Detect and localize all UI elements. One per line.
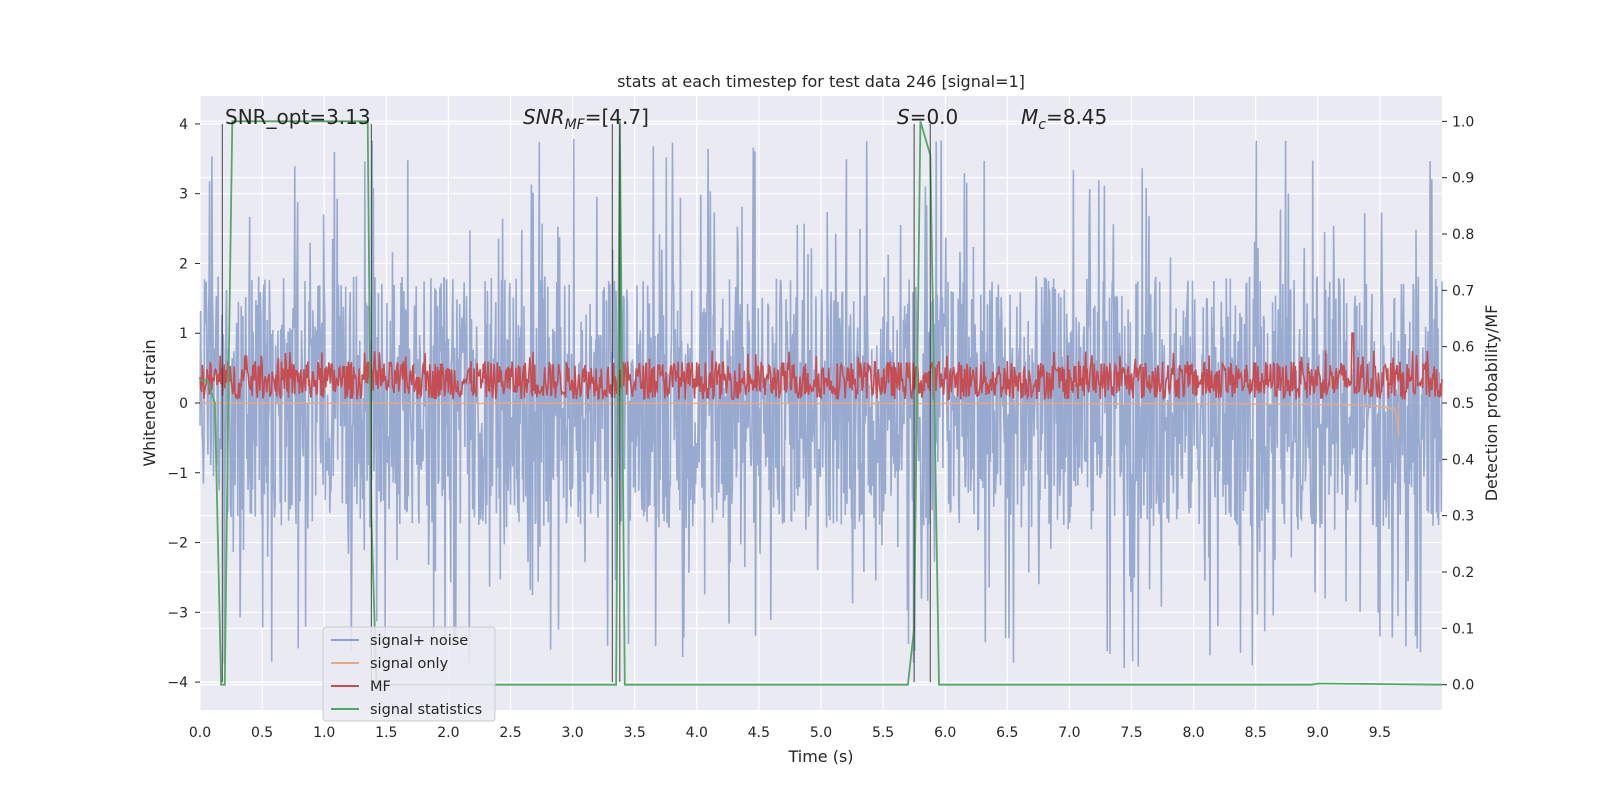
y2-tick-label: 0.4 [1452,452,1474,468]
y2-tick-label: 0.9 [1452,171,1474,187]
x-tick-label: 8.0 [1182,725,1204,741]
x-tick-label: 6.0 [934,725,956,741]
snr-mf-subscript: MF [565,117,586,133]
annotation-s: S=0.0 [897,105,958,129]
x-tick-label: 9.5 [1369,725,1391,741]
x-tick-label: 3.5 [624,725,646,741]
snr-mf-value: =[4.7] [585,105,649,129]
series-mf [199,332,1443,401]
legend-box [322,626,496,722]
y2-tick-label: 0.1 [1452,621,1474,637]
legend-label-mf: MF [370,679,391,695]
y-tick-label: −2 [167,536,188,552]
x-tick-label: 6.5 [996,725,1018,741]
y2-tick-label: 1.0 [1452,114,1474,130]
legend-label-signal-only: signal only [370,656,449,672]
x-tick-label: 1.5 [375,725,397,741]
snr-mf-symbol: SNR [523,105,565,129]
x-tick-labels: 0.0 0.5 1.0 1.5 2.0 2.5 3.0 3.5 4.0 4.5 5.0 5.5 6.0 6… [189,725,1391,741]
y2-tick-label: 0.6 [1452,340,1474,356]
legend-label-signal-statistics: signal statistics [370,702,482,718]
chart-title: stats at each timestep for test data 246… [617,72,1025,91]
y-tick-label: −1 [167,466,188,482]
x-tick-label: 5.0 [810,725,832,741]
annotation-mc: Mc=8.45 [1021,105,1107,133]
x-tick-label: 4.0 [686,725,708,741]
x-tick-label: 9.0 [1307,725,1329,741]
y2-tick-label: 0.3 [1452,509,1474,525]
legend-label-signal-noise: signal+ noise [370,633,468,649]
mc-symbol: M [1021,105,1038,129]
annotation-snr-mf: SNRMF=[4.7] [523,105,649,133]
series-signal-statistics [200,120,1443,686]
x-axis-label: Time (s) [787,747,853,766]
mc-subscript: c [1038,117,1046,133]
y2-tick-label: 0.7 [1452,283,1474,299]
legend: signal+ noise signal only MF signal stat… [322,626,496,722]
y2-axis-label: Detection probability/MF [1482,305,1501,502]
y2-tick-label: 0.2 [1452,565,1474,581]
y-tick-label: 1 [179,326,188,342]
y2-tick-label: 0.5 [1452,396,1474,412]
annotations: SNR_opt=3.13 SNRMF=[4.7] S=0.0 Mc=8.45 [225,105,1107,133]
y-tick-label: 4 [179,117,188,133]
annotation-snr-opt: SNR_opt=3.13 [225,105,371,129]
x-tick-label: 5.5 [872,725,894,741]
x-tick-label: 2.5 [499,725,521,741]
s-value: =0.0 [910,105,959,129]
x-tick-label: 2.0 [437,725,459,741]
vertical-markers [221,123,931,683]
y-axis-label: Whitened strain [140,339,159,466]
x-tick-label: 3.0 [561,725,583,741]
x-tick-label: 8.5 [1245,725,1267,741]
x-tick-label: 7.0 [1058,725,1080,741]
x-tick-label: 1.0 [313,725,335,741]
series-signal-noise [199,138,1443,669]
mc-value: =8.45 [1046,105,1107,129]
x-tick-label: 0.5 [251,725,273,741]
x-tick-label: 7.5 [1120,725,1142,741]
y-tick-label: 3 [179,187,188,203]
x-tick-label: 0.0 [189,725,211,741]
y-tick-label: −3 [167,605,188,621]
x-tick-label: 4.5 [748,725,770,741]
series-layer [199,120,1443,686]
series-signal-only [200,402,1400,437]
y-tick-label: 0 [179,396,188,412]
y2-tick-label: 0.0 [1452,678,1474,694]
y2-tick-labels: 1.0 0.9 0.8 0.7 0.6 0.5 0.4 0.3 0.2 0.1 0.0 [1442,114,1474,694]
y2-tick-label: 0.8 [1452,227,1474,243]
y-tick-labels: 4 3 2 1 0 −1 −2 −3 −4 [167,117,200,691]
y-tick-label: 2 [179,256,188,272]
y-tick-label: −4 [167,675,188,691]
s-symbol: S [897,105,910,129]
